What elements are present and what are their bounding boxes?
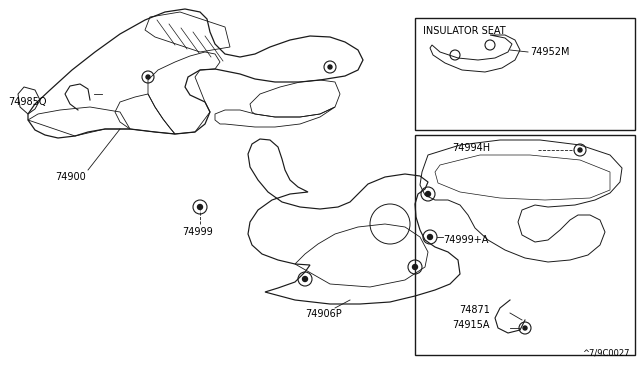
Circle shape (413, 264, 417, 269)
Bar (415, 135, 635, 355)
Text: 74900: 74900 (55, 172, 86, 182)
Text: 74871: 74871 (459, 305, 490, 315)
Circle shape (426, 192, 431, 196)
Circle shape (198, 205, 202, 209)
Circle shape (303, 276, 307, 282)
Text: 74999+A: 74999+A (443, 235, 488, 245)
Circle shape (578, 148, 582, 152)
Text: 74952M: 74952M (530, 47, 570, 57)
Text: 74999: 74999 (182, 227, 212, 237)
Bar (415, 18, 635, 130)
Circle shape (146, 75, 150, 79)
Circle shape (523, 326, 527, 330)
Text: 74906P: 74906P (305, 309, 342, 319)
Text: ^7/9C0027: ^7/9C0027 (582, 348, 630, 357)
Text: 74985Q: 74985Q (8, 97, 47, 107)
Text: 74994H: 74994H (452, 143, 490, 153)
Circle shape (328, 65, 332, 69)
Text: INSULATOR SEAT: INSULATOR SEAT (423, 26, 506, 36)
Text: 74915A: 74915A (452, 320, 490, 330)
Circle shape (428, 234, 433, 240)
